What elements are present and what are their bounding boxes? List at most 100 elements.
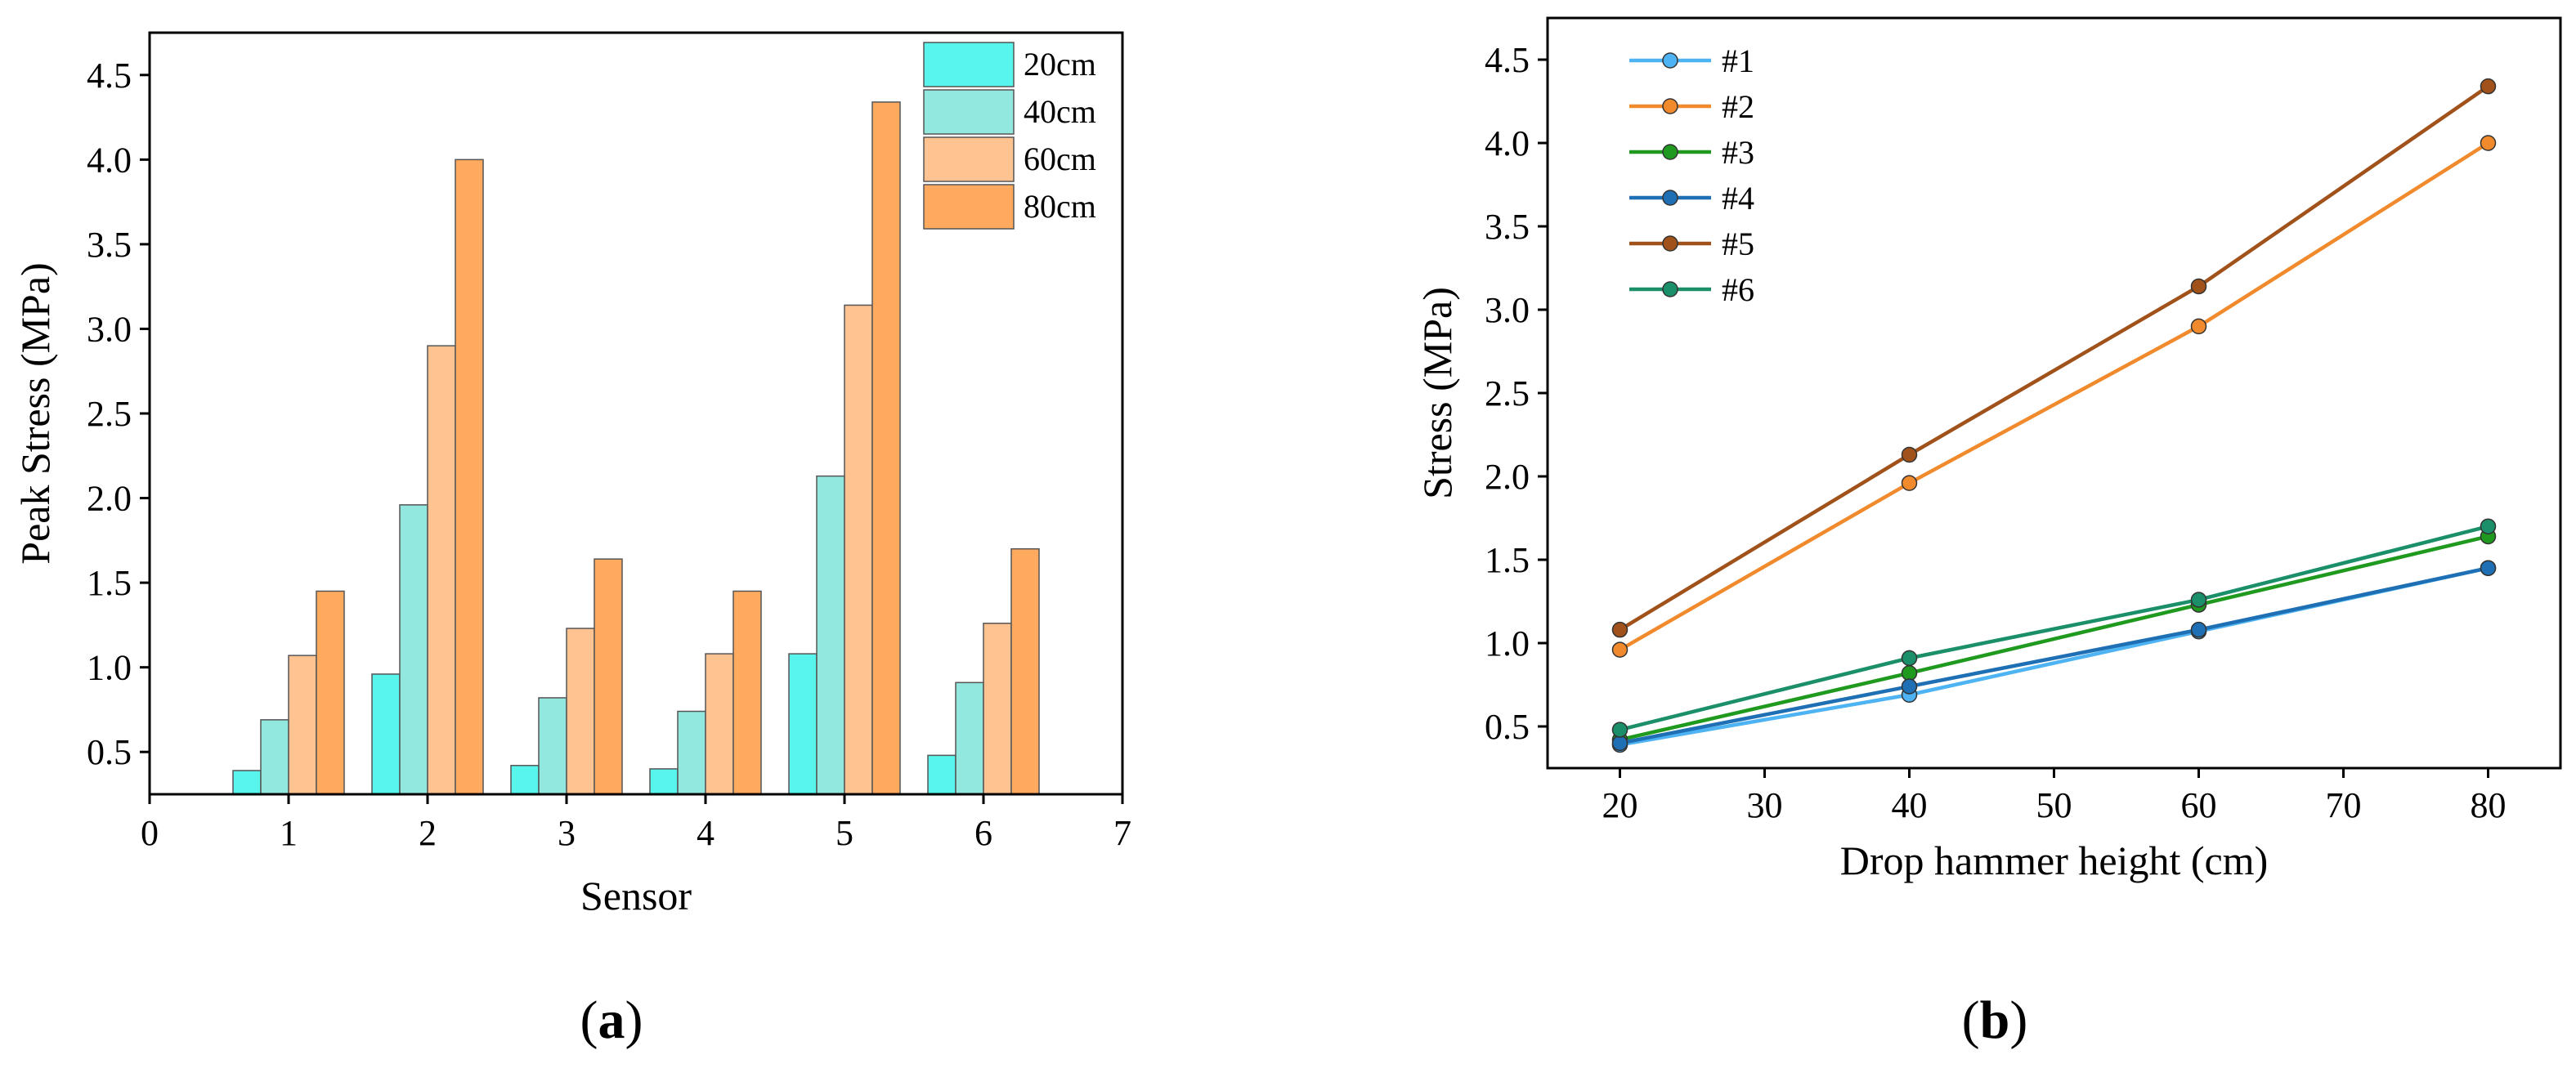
x-tick-label: 7 bbox=[1113, 813, 1131, 853]
x-tick-label: 2 bbox=[419, 813, 437, 853]
legend-marker-n3 bbox=[1662, 144, 1678, 160]
bar-20cm-sensor-3 bbox=[510, 765, 540, 795]
y-tick-label: 3.0 bbox=[1485, 290, 1530, 330]
point-n5-x80 bbox=[2480, 78, 2497, 95]
bar-40cm-sensor-4 bbox=[677, 710, 706, 795]
point-n2-x60 bbox=[2190, 318, 2207, 335]
legend-label: 20cm bbox=[1024, 46, 1096, 83]
legend-swatch-80cm bbox=[923, 184, 1015, 230]
y-axis-title: Stress (MPa) bbox=[1414, 287, 1460, 499]
point-n5-x20 bbox=[1611, 621, 1628, 638]
bar-60cm-sensor-4 bbox=[705, 653, 734, 795]
x-tick-label: 20 bbox=[1602, 785, 1638, 825]
y-tick-label: 2.0 bbox=[87, 479, 132, 519]
x-axis-title: Drop hammer height (cm) bbox=[1840, 838, 2268, 883]
legend-marker-n2 bbox=[1662, 98, 1678, 114]
panel-a-bar-chart: 0.5 1.0 1.5 2.0 2.5 3.0 3.5 4.0 4.5 0 1 2 3 4 5 6 7 Senso… bbox=[12, 31, 1131, 1050]
bar-20cm-sensor-6 bbox=[927, 754, 956, 795]
bar-20cm-sensor-1 bbox=[232, 770, 262, 795]
x-tick-label: 0 bbox=[141, 813, 159, 853]
series-line-n6 bbox=[1619, 525, 2489, 732]
y-axis-title: Peak Stress (MPa) bbox=[12, 262, 58, 564]
series-line-n3 bbox=[1619, 534, 2489, 742]
y-tick-label: 2.5 bbox=[1485, 373, 1530, 413]
legend-label: 80cm bbox=[1024, 188, 1096, 225]
x-tick-label: 5 bbox=[836, 813, 853, 853]
panel-label-a: (a) bbox=[580, 990, 643, 1050]
legend-label: #4 bbox=[1722, 180, 1754, 217]
bar-60cm-sensor-1 bbox=[288, 655, 317, 795]
y-tick-label: 1.5 bbox=[1485, 540, 1530, 580]
point-n5-x40 bbox=[1901, 446, 1918, 463]
bar-80cm-sensor-2 bbox=[455, 159, 484, 795]
panel-label-part: a bbox=[598, 990, 625, 1050]
bar-60cm-sensor-5 bbox=[844, 304, 873, 795]
x-tick-label: 6 bbox=[974, 813, 992, 853]
legend-swatch-20cm bbox=[923, 42, 1015, 87]
plot-frame bbox=[1546, 16, 2562, 770]
x-tick-label: 70 bbox=[2326, 785, 2362, 825]
legend-label: 40cm bbox=[1024, 93, 1096, 130]
point-n4-x80 bbox=[2480, 560, 2497, 576]
legend-marker-n1 bbox=[1662, 52, 1678, 69]
y-tick-label: 1.0 bbox=[1485, 623, 1530, 664]
legend-label: #6 bbox=[1722, 271, 1754, 308]
x-tick-label: 60 bbox=[2181, 785, 2217, 825]
legend-label: #3 bbox=[1722, 134, 1754, 171]
bar-40cm-sensor-5 bbox=[816, 475, 845, 795]
legend-label: #2 bbox=[1722, 88, 1754, 125]
bar-40cm-sensor-2 bbox=[399, 504, 428, 795]
point-n4-x60 bbox=[2190, 621, 2207, 638]
panel-label-part: ( bbox=[1962, 990, 1980, 1050]
point-n4-x40 bbox=[1901, 678, 1918, 695]
y-tick-label: 0.5 bbox=[87, 732, 132, 772]
legend-marker-n6 bbox=[1662, 281, 1678, 297]
point-n2-x20 bbox=[1611, 641, 1628, 658]
panel-label-b: (b) bbox=[1962, 990, 2028, 1050]
x-tick-label: 3 bbox=[558, 813, 576, 853]
panel-label-part: ( bbox=[580, 990, 598, 1050]
x-tick-label: 1 bbox=[280, 813, 298, 853]
y-tick-label: 4.0 bbox=[1485, 123, 1530, 163]
point-n4-x20 bbox=[1611, 735, 1628, 752]
y-tick-label: 3.0 bbox=[87, 309, 132, 349]
series-line-n4 bbox=[1620, 565, 2489, 745]
legend-marker-n5 bbox=[1662, 235, 1678, 252]
legend-label: #5 bbox=[1722, 226, 1754, 262]
point-n3-x40 bbox=[1901, 664, 1918, 681]
point-n2-x80 bbox=[2480, 135, 2497, 151]
legend-marker-n4 bbox=[1662, 190, 1678, 206]
point-n2-x40 bbox=[1901, 475, 1918, 491]
x-axis-title: Sensor bbox=[580, 873, 692, 918]
panel-label-part: ) bbox=[2009, 990, 2027, 1050]
series-line-n2 bbox=[1619, 141, 2489, 652]
series-line-n5 bbox=[1619, 84, 2489, 632]
point-n6-x20 bbox=[1611, 722, 1628, 738]
bar-40cm-sensor-1 bbox=[260, 719, 289, 795]
point-n6-x40 bbox=[1901, 650, 1918, 667]
bar-20cm-sensor-2 bbox=[371, 673, 401, 795]
y-tick-label: 3.5 bbox=[1485, 207, 1530, 247]
bar-60cm-sensor-3 bbox=[566, 628, 595, 795]
x-tick-label: 50 bbox=[2036, 785, 2072, 825]
y-tick-label: 4.5 bbox=[87, 56, 132, 96]
panel-label-part: b bbox=[1980, 990, 2010, 1050]
point-n6-x80 bbox=[2480, 518, 2497, 534]
legend-label: 60cm bbox=[1024, 141, 1096, 177]
point-n5-x60 bbox=[2190, 278, 2207, 295]
y-tick-label: 0.5 bbox=[1485, 707, 1530, 747]
y-tick-label: 1.0 bbox=[87, 648, 132, 688]
point-n6-x60 bbox=[2190, 592, 2207, 608]
bar-20cm-sensor-4 bbox=[649, 768, 679, 795]
bar-80cm-sensor-5 bbox=[871, 101, 901, 795]
y-tick-label: 1.5 bbox=[87, 563, 132, 603]
bar-80cm-sensor-3 bbox=[594, 558, 623, 795]
bar-80cm-sensor-1 bbox=[316, 590, 345, 795]
panel-b-line-chart: 0.5 1.0 1.5 2.0 2.5 3.0 3.5 4.0 4.5 20 30 40 50 60 70 8… bbox=[1414, 16, 2562, 1050]
bar-40cm-sensor-6 bbox=[955, 681, 984, 795]
x-tick-label: 30 bbox=[1747, 785, 1783, 825]
bar-20cm-sensor-5 bbox=[788, 653, 818, 795]
y-tick-label: 2.0 bbox=[1485, 457, 1530, 497]
y-tick-label: 3.5 bbox=[87, 225, 132, 265]
